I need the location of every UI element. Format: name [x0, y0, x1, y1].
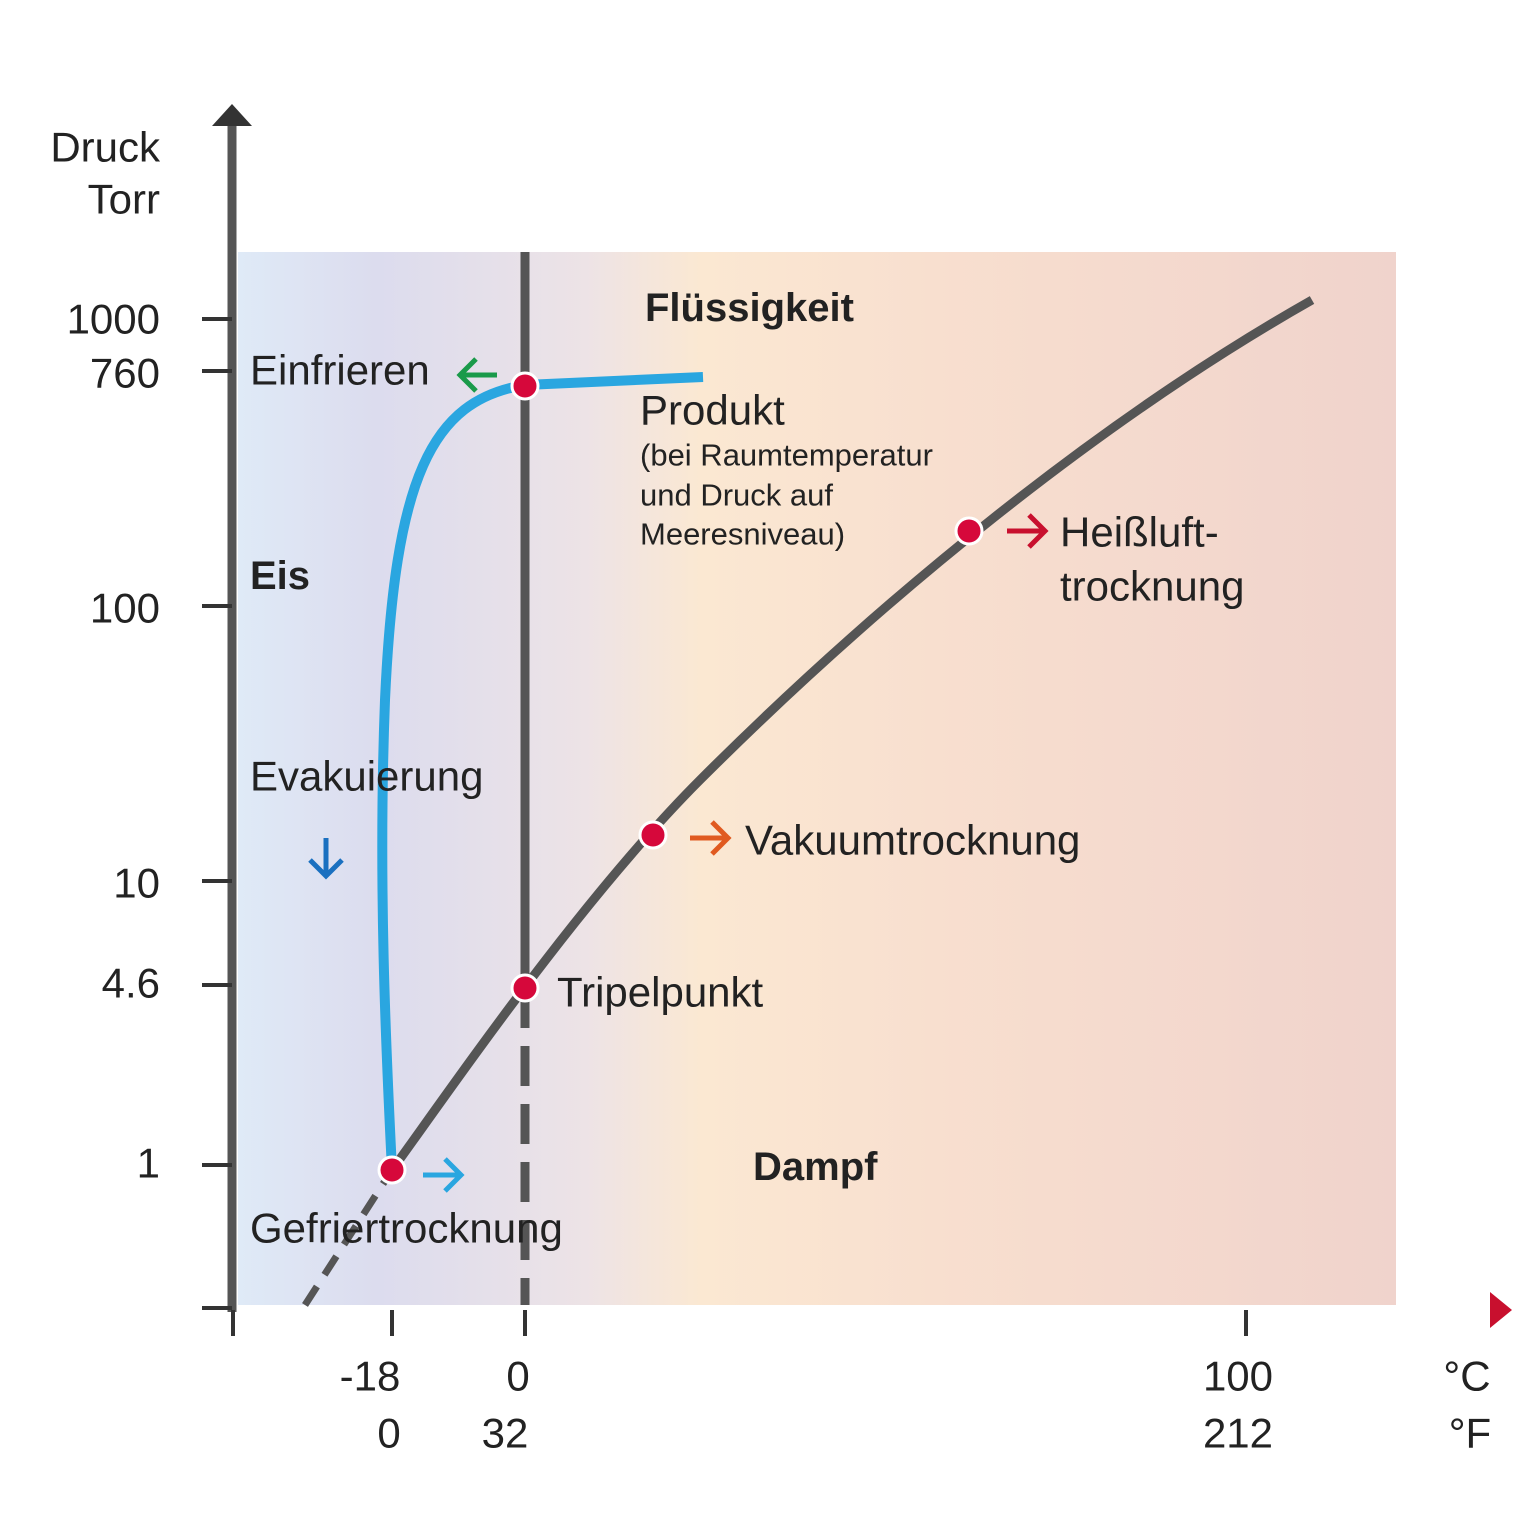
- x-tick-label: 212: [1203, 1410, 1273, 1457]
- label: Einfrieren: [250, 347, 430, 394]
- note: und Druck auf: [640, 478, 833, 513]
- arrows: [308, 357, 1049, 1193]
- y-tick-label: 10: [113, 860, 160, 907]
- region-label: Dampf: [753, 1145, 878, 1189]
- x-unit: °C: [1443, 1353, 1490, 1400]
- ticks: [202, 317, 1248, 1336]
- y-label: Torr: [88, 176, 160, 223]
- y-tick-label: 100: [90, 585, 160, 632]
- label: Evakuierung: [250, 753, 483, 800]
- x-unit: °F: [1449, 1410, 1491, 1457]
- label: Gefriertrocknung: [250, 1205, 563, 1252]
- x-tick-label: 32: [482, 1410, 529, 1457]
- x-tick-label: 0: [506, 1353, 529, 1400]
- label: Produkt: [640, 387, 785, 434]
- x-arrow: [1490, 1292, 1512, 1328]
- note: Meeresniveau): [640, 517, 845, 552]
- product-path: [377, 372, 704, 1171]
- x-tick-label: 0: [377, 1410, 400, 1457]
- x-tick-label: -18: [340, 1353, 401, 1400]
- y-label: Druck: [50, 124, 161, 171]
- vapor-curve: [388, 296, 1315, 1173]
- label: Heißluft-: [1060, 509, 1219, 556]
- y-tick-label: 1000: [67, 296, 160, 343]
- label: trocknung: [1060, 563, 1244, 610]
- note: (bei Raumtemperatur: [640, 438, 933, 473]
- background: [238, 252, 1396, 1305]
- y-tick-label: 4.6: [102, 960, 160, 1007]
- y-tick-label: 1: [137, 1140, 160, 1187]
- region-label: Eis: [250, 554, 310, 598]
- y-arrow: [212, 104, 252, 126]
- label: Tripelpunkt: [557, 969, 764, 1016]
- y-tick-label: 760: [90, 350, 160, 397]
- sublimation-curve: [302, 1168, 395, 1307]
- region-label: Flüssigkeit: [645, 286, 854, 330]
- x-tick-label: 100: [1203, 1353, 1273, 1400]
- points: [377, 371, 984, 1185]
- label: Vakuumtrocknung: [745, 817, 1080, 864]
